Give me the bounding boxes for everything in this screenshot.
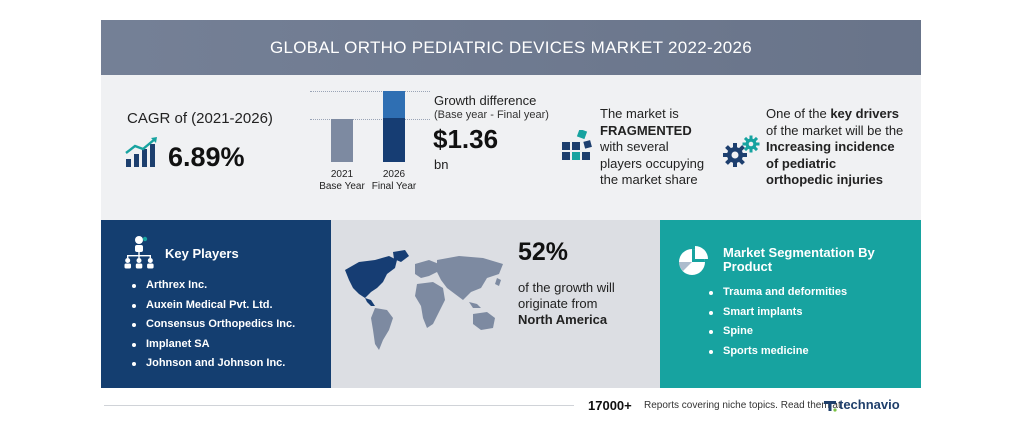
technavio-logo-icon — [824, 401, 837, 412]
fragmentation-line-1: The market is — [600, 106, 679, 121]
growth-unit: bn — [434, 157, 449, 172]
drivers-line-3: Increasing incidence — [766, 139, 895, 154]
cagr-value: 6.89% — [168, 142, 245, 172]
base-year-caption: Base Year — [319, 181, 365, 192]
guide-line-top — [310, 91, 430, 92]
key-players-title: Key Players — [165, 246, 239, 261]
pie-chart-icon — [679, 246, 708, 275]
bar-label-final: 2026 Final Year — [364, 169, 424, 193]
list-item: Arthrex Inc. — [132, 276, 295, 296]
world-map — [345, 250, 503, 350]
map-central-america — [365, 298, 375, 306]
map-islands — [469, 302, 481, 308]
list-item: Smart implants — [709, 303, 847, 323]
fragmentation-line-5: the market share — [600, 172, 698, 187]
regional-panel — [331, 220, 660, 388]
growth-share-text: of the growth will originate from North … — [518, 280, 658, 328]
map-greenland — [393, 250, 409, 262]
key-players-list: Arthrex Inc. Auxein Medical Pvt. Ltd. Co… — [132, 276, 295, 374]
list-item: Sports medicine — [709, 342, 847, 362]
map-europe — [415, 260, 439, 278]
share-line-1: of the growth will — [518, 280, 615, 295]
bar-base-year — [331, 119, 353, 162]
footer-report-count: 17000+ — [588, 398, 632, 413]
list-item: Johnson and Johnson Inc. — [132, 354, 295, 374]
drivers-line-2: of the market will be the — [766, 122, 904, 138]
share-region: North America — [518, 312, 608, 327]
list-item: Spine — [709, 322, 847, 342]
growth-value: $1.36 — [433, 124, 499, 154]
people-network-icon — [124, 236, 154, 269]
list-item: Auxein Medical Pvt. Ltd. — [132, 296, 295, 316]
growth-label: Growth difference — [434, 93, 537, 108]
page-title: GLOBAL ORTHO PEDIATRIC DEVICES MARKET 20… — [269, 38, 753, 57]
fragmentation-text: The market is FRAGMENTED with several pl… — [600, 106, 720, 189]
final-year-number: 2026 — [382, 169, 406, 180]
map-south-america — [371, 308, 393, 350]
list-item: Trauma and deformities — [709, 283, 847, 303]
bar-final-year — [383, 118, 405, 162]
map-africa — [415, 282, 445, 328]
list-item: Implanet SA — [132, 335, 295, 355]
cagr-label: CAGR of (2021-2026) — [127, 110, 273, 127]
segmentation-list: Trauma and deformities Smart implants Sp… — [709, 283, 847, 361]
drivers-line-4: of pediatric — [766, 155, 837, 171]
header-banner: GLOBAL ORTHO PEDIATRIC DEVICES MARKET 20… — [101, 20, 921, 75]
footer-text: Reports covering niche topics. Read them… — [644, 400, 841, 411]
growth-chart-icon — [125, 137, 157, 167]
share-line-2: originate from — [518, 296, 598, 311]
map-oceania — [473, 312, 495, 330]
list-item: Consensus Orthopedics Inc. — [132, 315, 295, 335]
map-japan — [495, 278, 501, 286]
fragmentation-line-4: players occupying — [600, 155, 705, 171]
key-drivers-emphasis: key drivers — [830, 106, 899, 121]
footer-divider — [104, 405, 574, 406]
fragmented-blocks-icon — [562, 130, 592, 160]
map-asia — [437, 256, 503, 300]
fragmentation-line-3: with several — [600, 139, 669, 154]
header-shade — [101, 20, 921, 75]
bar-label-base: 2021 Base Year — [312, 169, 372, 193]
drivers-line-5: orthopedic injuries — [766, 172, 884, 187]
segmentation-panel — [660, 220, 921, 388]
bar-growth-segment — [383, 91, 405, 118]
guide-line-base — [310, 119, 430, 120]
drivers-line-1: One of the — [766, 106, 831, 121]
technavio-logo-link[interactable]: technavio — [839, 397, 900, 412]
map-north-america — [345, 256, 397, 298]
base-year-number: 2021 — [330, 169, 354, 180]
fragmented-emphasis: FRAGMENTED — [600, 122, 692, 138]
growth-share-value: 52% — [518, 238, 569, 266]
drivers-text: One of the key drivers of the market wil… — [766, 106, 916, 189]
growth-sublabel: (Base year - Final year) — [434, 109, 549, 121]
final-year-caption: Final Year — [371, 181, 417, 192]
segmentation-title: Market Segmentation By Product — [723, 245, 875, 274]
gears-icon — [723, 135, 760, 167]
